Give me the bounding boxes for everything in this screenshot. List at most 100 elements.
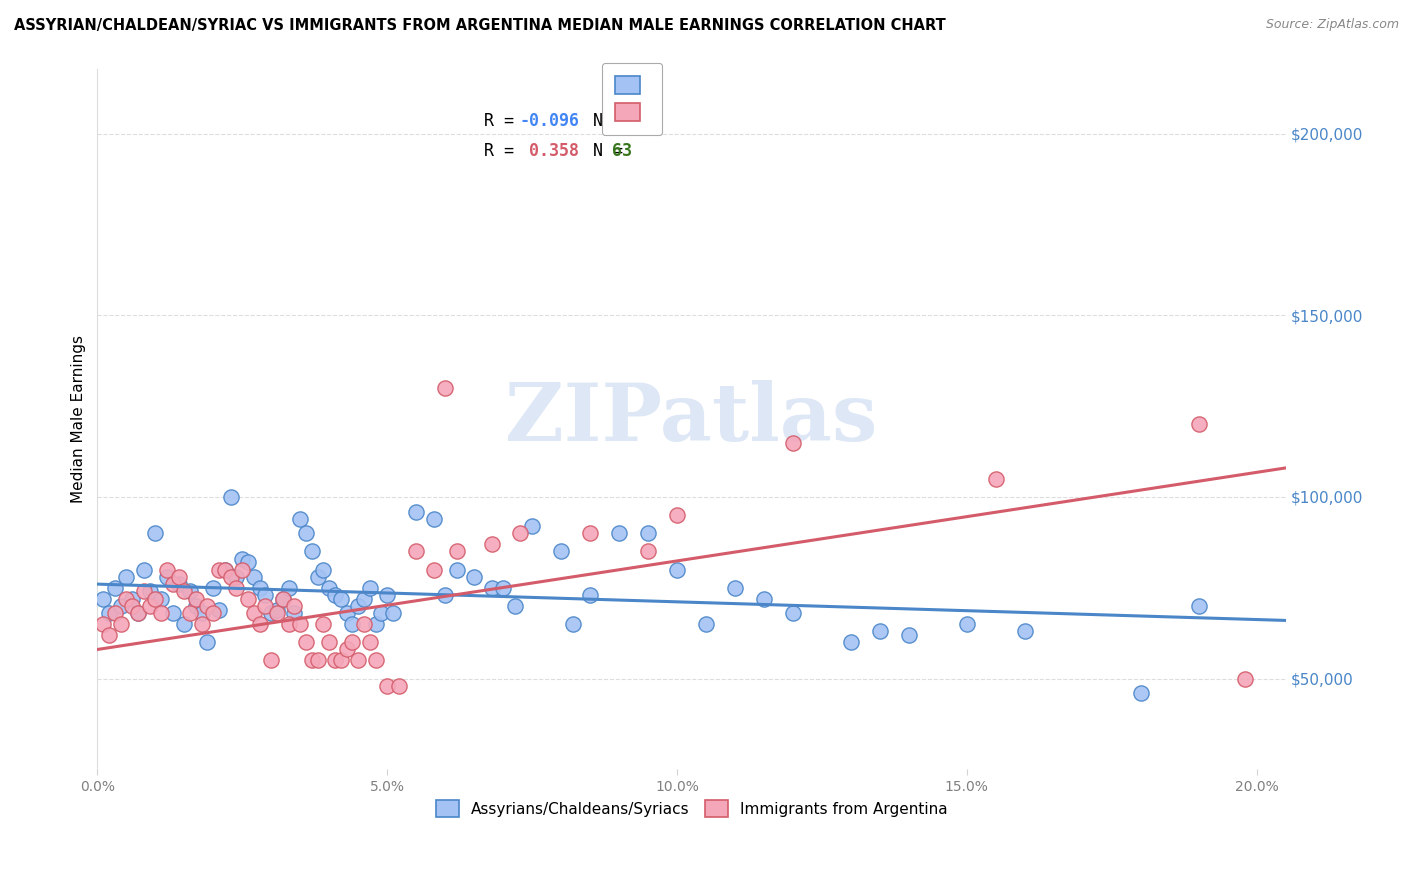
- Point: [254, 599, 277, 613]
- Point: [219, 490, 242, 504]
- Point: [1129, 686, 1152, 700]
- Point: [266, 606, 288, 620]
- Y-axis label: Median Male Earnings: Median Male Earnings: [72, 334, 86, 503]
- Point: [184, 591, 207, 606]
- Point: [254, 588, 277, 602]
- Point: [301, 653, 323, 667]
- Point: [782, 435, 804, 450]
- Point: [422, 512, 444, 526]
- Point: [150, 606, 173, 620]
- Point: [561, 617, 583, 632]
- Point: [312, 563, 335, 577]
- Text: Source: ZipAtlas.com: Source: ZipAtlas.com: [1265, 18, 1399, 31]
- Point: [104, 606, 127, 620]
- Point: [202, 581, 225, 595]
- Point: [359, 581, 381, 595]
- Point: [190, 606, 212, 620]
- Point: [231, 551, 253, 566]
- Point: [243, 570, 266, 584]
- Point: [336, 606, 359, 620]
- Point: [249, 617, 271, 632]
- Point: [405, 504, 427, 518]
- Point: [509, 526, 531, 541]
- Point: [579, 588, 602, 602]
- Point: [446, 563, 468, 577]
- Point: [318, 581, 340, 595]
- Point: [637, 526, 659, 541]
- Point: [173, 584, 195, 599]
- Point: [422, 563, 444, 577]
- Point: [695, 617, 717, 632]
- Point: [91, 591, 114, 606]
- Point: [121, 599, 143, 613]
- Point: [388, 679, 411, 693]
- Point: [197, 599, 219, 613]
- Point: [301, 544, 323, 558]
- Point: [307, 653, 329, 667]
- Point: [208, 602, 231, 616]
- Point: [481, 581, 503, 595]
- Point: [97, 606, 120, 620]
- Point: [312, 617, 335, 632]
- Point: [290, 617, 312, 632]
- Point: [1014, 624, 1036, 639]
- Point: [550, 544, 572, 558]
- Point: [897, 628, 920, 642]
- Point: [110, 599, 132, 613]
- Point: [143, 591, 166, 606]
- Point: [236, 555, 259, 569]
- Point: [260, 653, 283, 667]
- Point: [503, 599, 526, 613]
- Point: [579, 526, 602, 541]
- Point: [307, 570, 329, 584]
- Point: [167, 570, 190, 584]
- Point: [364, 617, 387, 632]
- Point: [607, 526, 630, 541]
- Point: [132, 563, 155, 577]
- Point: [283, 599, 305, 613]
- Point: [91, 617, 114, 632]
- Point: [156, 563, 179, 577]
- Point: [359, 635, 381, 649]
- Point: [782, 606, 804, 620]
- Point: [752, 591, 775, 606]
- Point: [115, 570, 138, 584]
- Text: ZIPatlas: ZIPatlas: [505, 380, 877, 458]
- Point: [150, 591, 173, 606]
- Point: [208, 563, 231, 577]
- Point: [162, 577, 184, 591]
- Text: 77: 77: [612, 112, 631, 130]
- Point: [492, 581, 515, 595]
- Point: [219, 570, 242, 584]
- Point: [132, 584, 155, 599]
- Point: [666, 508, 689, 523]
- Point: [342, 617, 364, 632]
- Point: [329, 653, 352, 667]
- Point: [190, 617, 212, 632]
- Point: [179, 606, 201, 620]
- Point: [323, 588, 346, 602]
- Point: [271, 591, 294, 606]
- Point: [375, 588, 398, 602]
- Point: [295, 635, 318, 649]
- Point: [243, 606, 266, 620]
- Point: [290, 512, 312, 526]
- Point: [121, 591, 143, 606]
- Point: [225, 581, 247, 595]
- Point: [1188, 599, 1211, 613]
- Text: ASSYRIAN/CHALDEAN/SYRIAC VS IMMIGRANTS FROM ARGENTINA MEDIAN MALE EARNINGS CORRE: ASSYRIAN/CHALDEAN/SYRIAC VS IMMIGRANTS F…: [14, 18, 946, 33]
- Point: [138, 584, 160, 599]
- Point: [318, 635, 340, 649]
- Point: [342, 635, 364, 649]
- Point: [637, 544, 659, 558]
- Point: [283, 606, 305, 620]
- Text: N =: N =: [572, 112, 633, 130]
- Text: 0.358: 0.358: [519, 142, 579, 161]
- Point: [277, 617, 299, 632]
- Point: [520, 519, 543, 533]
- Point: [724, 581, 747, 595]
- Text: 63: 63: [612, 142, 631, 161]
- Point: [446, 544, 468, 558]
- Point: [956, 617, 979, 632]
- Point: [353, 617, 375, 632]
